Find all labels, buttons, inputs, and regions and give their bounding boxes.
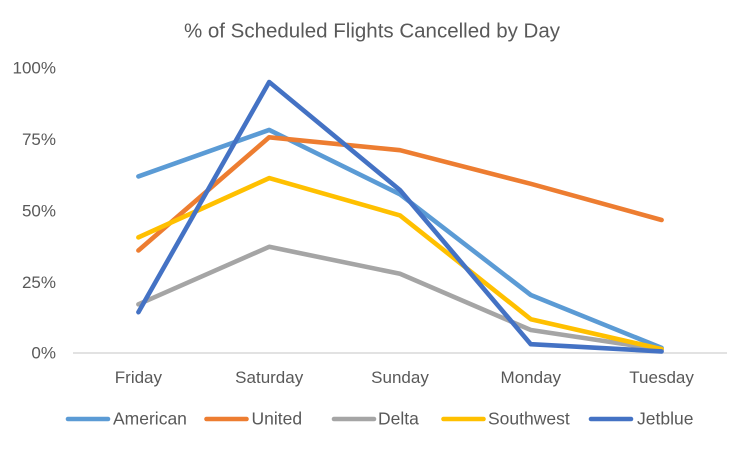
svg-text:Saturday: Saturday [235,368,304,387]
svg-text:Delta: Delta [378,409,419,429]
svg-text:0%: 0% [31,344,56,363]
svg-text:Friday: Friday [115,368,163,387]
svg-text:75%: 75% [22,130,56,149]
svg-text:American: American [113,409,187,429]
svg-text:% of Scheduled Flights Cancell: % of Scheduled Flights Cancelled by Day [184,19,561,42]
svg-text:50%: 50% [22,202,56,221]
svg-text:100%: 100% [13,59,56,78]
svg-text:25%: 25% [22,273,56,292]
svg-text:United: United [252,409,303,429]
svg-text:Jetblue: Jetblue [637,409,693,429]
svg-text:Sunday: Sunday [371,368,429,387]
svg-text:Monday: Monday [501,368,562,387]
svg-text:Tuesday: Tuesday [629,368,694,387]
svg-text:Southwest: Southwest [488,409,570,429]
